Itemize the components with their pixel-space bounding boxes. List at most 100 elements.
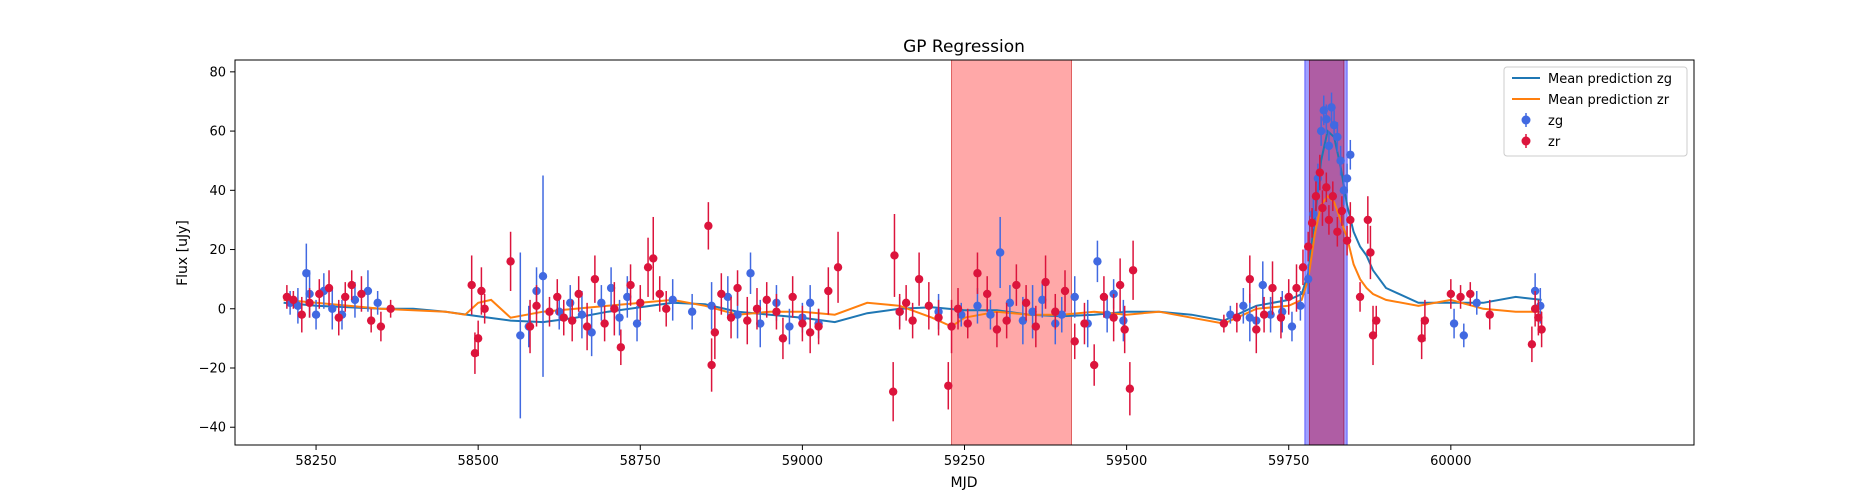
zg-marker [687,307,697,316]
y-tick-label: 80 [209,65,226,80]
zg-marker [1070,292,1079,302]
zr-data-point [963,308,972,339]
zr-data-point [1041,255,1050,309]
x-tick-label: 58750 [620,454,661,469]
zr-data-point [626,264,635,306]
mean-prediction-zg-line [283,129,1542,324]
zr-marker [315,289,324,299]
zr-marker [798,319,807,328]
zg-marker [1226,310,1235,319]
zr-marker [1089,360,1099,370]
zg-marker [1459,331,1469,340]
x-tick-label: 60000 [1430,454,1471,469]
zr-marker [616,343,626,352]
zr-data-point [1346,202,1355,238]
zr-marker [1099,292,1109,302]
zr-marker [305,298,314,308]
zr-marker [341,292,350,302]
zr-data-point [1322,172,1331,203]
zg-marker [293,301,303,311]
zr-data-point [545,296,554,327]
zr-marker [1420,316,1430,325]
zg-data-point [1070,276,1079,318]
zr-marker [1315,168,1325,177]
legend-swatch-zg-point [1521,115,1531,125]
zg-marker [1245,313,1255,322]
zr-data-point [1527,326,1537,363]
zr-marker [1120,325,1129,334]
zr-marker [710,328,720,337]
zr-marker [582,322,592,331]
zr-data-point [704,202,713,250]
zr-marker [1125,384,1135,393]
zr-data-point [788,276,797,318]
zr-data-point [305,288,314,318]
zr-data-point [574,276,583,312]
zr-marker [733,283,742,293]
zg-data-point [1336,145,1345,176]
zr-data-point [762,282,771,318]
zr-data-point [1115,258,1125,312]
zg-marker [1057,310,1066,319]
zr-marker [1303,242,1313,251]
zr-marker [743,316,752,325]
zr-data-point [1021,285,1031,321]
zr-marker [1417,334,1426,343]
zr-marker [532,301,541,311]
zr-marker [1333,227,1342,236]
zr-data-point [282,285,292,309]
zg-data-point [1346,139,1355,170]
zr-marker [1041,277,1050,287]
zr-data-point [347,270,356,300]
legend-label-zr-line: Mean prediction zr [1548,93,1670,108]
zr-data-point [649,216,658,300]
zr-data-point [1070,323,1079,360]
zr-marker [1346,215,1355,225]
zr-data-point [1446,279,1456,309]
zr-data-point [559,299,568,336]
zr-data-point [824,267,833,315]
zr-data-point [297,296,306,333]
zg-marker [1316,126,1326,136]
zr-data-point [1485,299,1494,330]
zr-marker [947,322,956,331]
zr-marker [366,316,376,325]
zg-data-point [1258,261,1267,309]
zr-marker [924,301,934,311]
zr-marker [1276,313,1286,322]
zr-marker [944,381,953,390]
zg-marker [1449,319,1459,328]
zr-data-point [1324,205,1334,235]
y-tick-label: −40 [199,421,226,436]
zg-data-point [1303,264,1313,294]
zr-marker [1245,274,1255,284]
zr-marker [590,274,600,284]
zr-marker [895,307,904,316]
zr-marker [1342,236,1352,245]
zg-data-point [293,288,303,324]
legend-swatch-zr-point [1521,136,1531,146]
zr-marker [953,304,963,313]
zg-marker [1258,280,1267,290]
zr-marker [982,289,992,299]
zr-data-point [890,214,899,297]
zr-data-point [1303,231,1313,262]
zr-data-point [726,296,736,339]
legend: Mean prediction zg Mean prediction zr zg… [1503,66,1688,157]
zr-marker [610,304,619,313]
zr-data-point [743,296,752,345]
zr-marker [525,322,535,331]
zr-marker [717,289,726,299]
zr-data-point [934,299,943,336]
zr-data-point [1372,305,1381,336]
zg-marker [986,310,995,319]
zg-marker [1329,120,1339,130]
zr-data-point [532,285,541,327]
zr-marker [480,304,489,313]
zr-data-point [992,311,1002,348]
zr-data-point [525,299,535,354]
zg-marker [733,310,742,319]
zr-marker [1328,192,1338,201]
zr-marker [467,280,476,290]
